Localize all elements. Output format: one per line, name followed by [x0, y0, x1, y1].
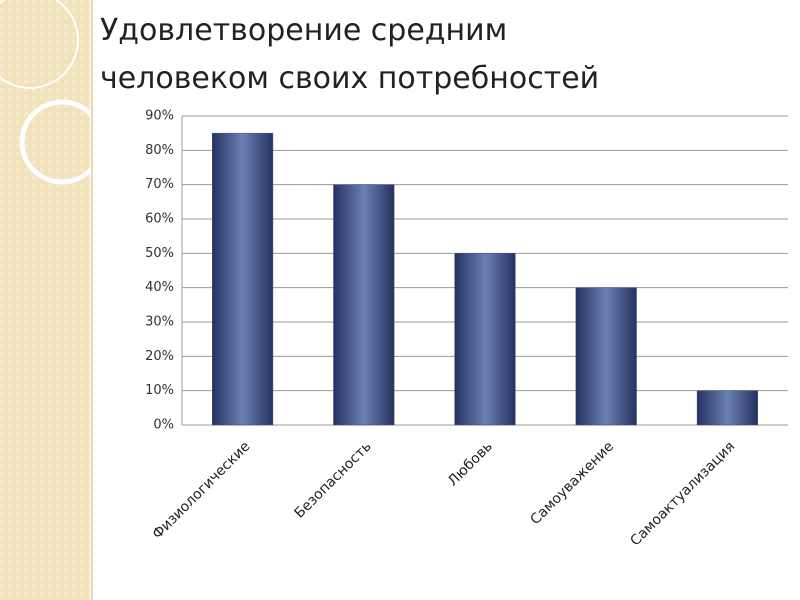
- x-tick-label: Безопасность: [292, 439, 375, 522]
- bar: [212, 132, 274, 426]
- bar: [575, 287, 637, 426]
- bar: [333, 184, 395, 426]
- y-tick-label: 80%: [145, 143, 174, 158]
- x-tick-label: Самоактуализация: [627, 439, 738, 550]
- y-tick-label: 30%: [145, 315, 174, 330]
- y-tick-label: 40%: [145, 280, 174, 295]
- y-tick-label: 70%: [145, 177, 174, 192]
- bar: [454, 253, 516, 426]
- chart-title: Удовлетворение средним: [100, 13, 507, 48]
- x-tick-label: Самоуважение: [527, 439, 617, 529]
- bar: [696, 390, 758, 426]
- y-tick-label: 0%: [153, 418, 174, 433]
- y-tick-label: 10%: [145, 383, 174, 398]
- chart-title: человеком своих потребностей: [100, 61, 599, 96]
- y-tick-label: 60%: [145, 212, 174, 227]
- decor-circle: [19, 99, 105, 185]
- x-tick-label: Любовь: [445, 439, 496, 490]
- y-tick-label: 90%: [145, 109, 174, 124]
- decor-circle: [0, 0, 79, 89]
- x-tick-label: Физиологические: [149, 439, 253, 543]
- y-tick-label: 20%: [145, 349, 174, 364]
- y-tick-label: 50%: [145, 246, 174, 261]
- decor-strip: [0, 0, 90, 600]
